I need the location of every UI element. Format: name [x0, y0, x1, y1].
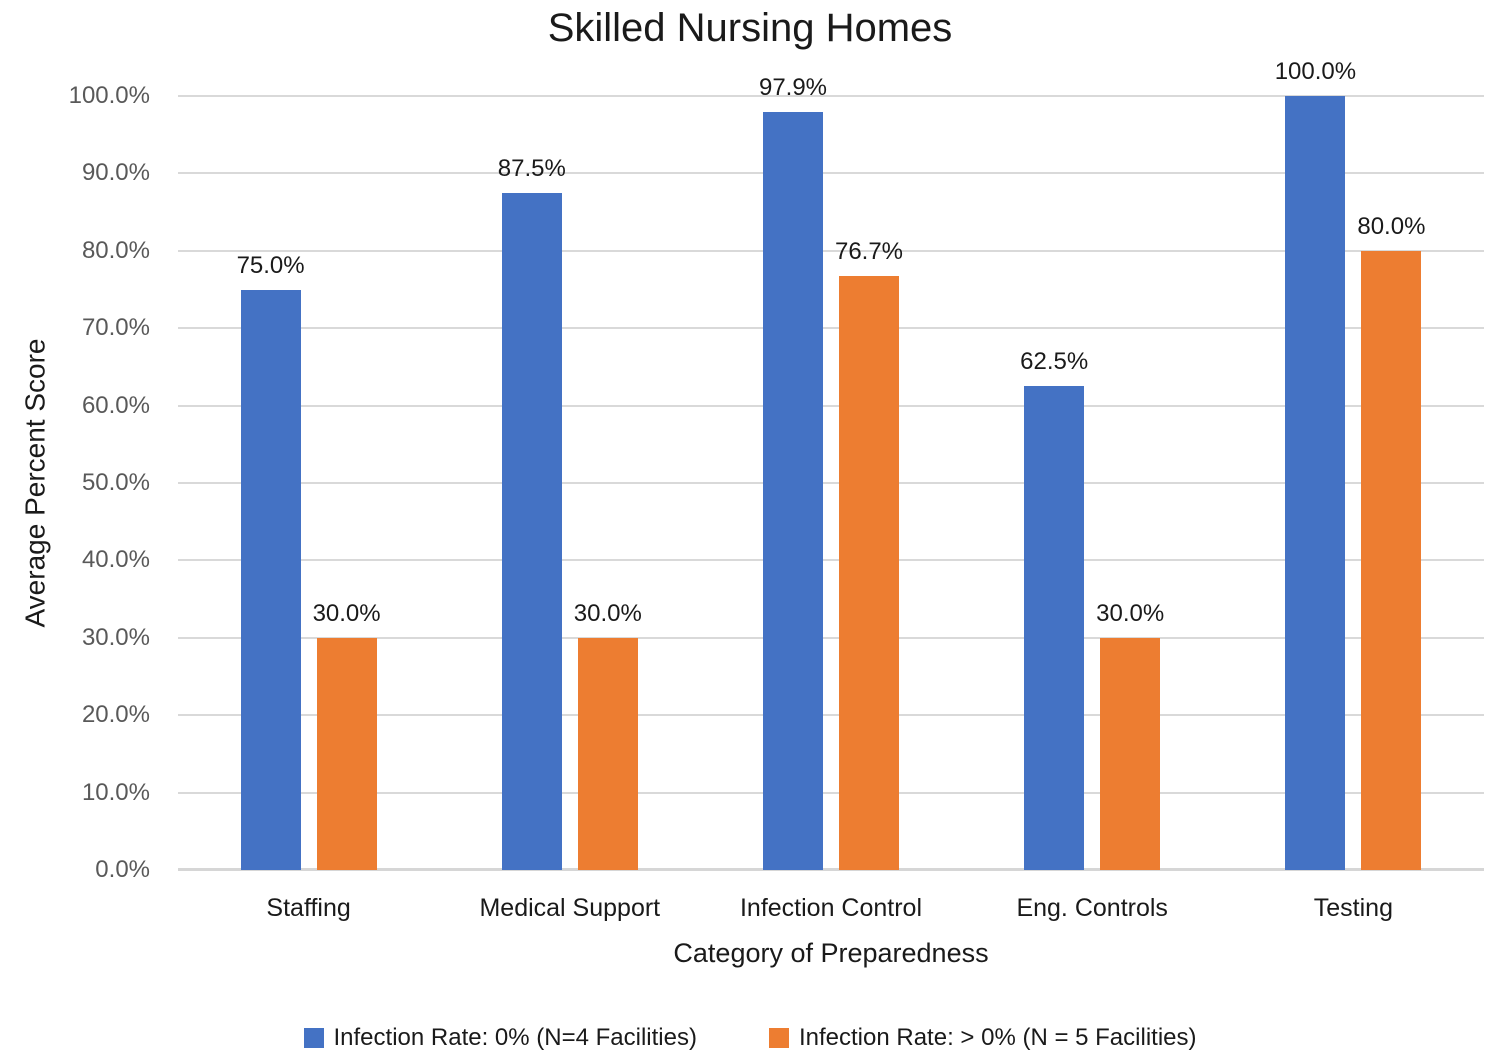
- chart-title: Skilled Nursing Homes: [547, 6, 953, 50]
- x-tick-label: Testing: [1313, 894, 1393, 922]
- bar-value-label: 30.0%: [573, 599, 642, 627]
- bar-value-label: 100.0%: [1274, 58, 1357, 85]
- y-tick-label: 30.0%: [81, 623, 150, 651]
- y-tick-label: 50.0%: [81, 469, 150, 496]
- legend-item: Infection Rate: > 0% (N = 5 Facilities): [768, 1024, 1197, 1052]
- gridline: [178, 404, 1484, 407]
- x-axis-line: [178, 868, 1484, 871]
- gridline: [178, 327, 1484, 330]
- y-tick-label: 70.0%: [81, 314, 150, 342]
- bar-value-label: 76.7%: [834, 238, 904, 266]
- plot-area: 0.0% 10.0% 20.0% 30.0% 40.0% 50.0% 60.0% 70.0% 8…: [69, 58, 1484, 922]
- legend-label: Infection Rate: > 0% (N = 5 Facilities): [798, 1024, 1197, 1051]
- legend-label: Infection Rate: 0% (N=4 Facilities): [333, 1024, 697, 1051]
- bar: [1100, 637, 1161, 870]
- bar: [1024, 386, 1085, 870]
- gridline: [178, 714, 1484, 717]
- legend-item: Infection Rate: 0% (N=4 Facilities): [303, 1024, 697, 1052]
- bar-value-label: 87.5%: [497, 154, 566, 182]
- bar: [501, 192, 562, 870]
- gridline: [178, 482, 1484, 484]
- bar: [763, 112, 823, 870]
- bar-value-label: 80.0%: [1357, 212, 1426, 240]
- y-tick-label: 90.0%: [81, 159, 150, 187]
- bar: [316, 637, 377, 870]
- gridline: [178, 95, 1484, 97]
- gridline: [178, 249, 1484, 252]
- y-tick-label: 80.0%: [81, 236, 150, 264]
- bar: [240, 289, 301, 870]
- bar: [1361, 250, 1422, 870]
- bar-value-label: 30.0%: [312, 599, 381, 627]
- y-tick-label: 20.0%: [81, 701, 150, 729]
- y-tick-label: 100.0%: [68, 82, 150, 109]
- x-tick-label: Staffing: [266, 894, 351, 922]
- y-axis-title: Average Percent Score: [19, 338, 51, 628]
- gridline: [178, 559, 1484, 562]
- legend-swatch: [768, 1028, 789, 1048]
- bar: [577, 637, 638, 870]
- y-tick-label: 10.0%: [81, 778, 150, 806]
- gridline: [178, 636, 1484, 639]
- gridline: [178, 791, 1484, 794]
- x-tick-label: Infection Control: [739, 894, 923, 922]
- gridline: [178, 172, 1484, 175]
- y-tick-label: 40.0%: [81, 546, 150, 574]
- x-tick-label: Medical Support: [479, 894, 661, 922]
- bar-value-label: 62.5%: [1020, 348, 1089, 376]
- y-tick-label: 60.0%: [81, 391, 150, 419]
- legend: Infection Rate: 0% (N=4 Facilities) Infec…: [0, 1024, 1500, 1052]
- x-tick-label: Eng. Controls: [1016, 894, 1168, 922]
- x-axis-title: Category of Preparedness: [673, 938, 989, 968]
- bar-value-label: 97.9%: [758, 74, 828, 102]
- bar: [839, 276, 899, 870]
- legend-swatch: [303, 1028, 324, 1048]
- y-tick-label: 0.0%: [95, 856, 150, 883]
- bar-value-label: 75.0%: [236, 251, 305, 279]
- bar: [1285, 96, 1346, 870]
- y-axis-title-wrap: Average Percent Score: [0, 96, 70, 870]
- bar-value-label: 30.0%: [1096, 599, 1165, 627]
